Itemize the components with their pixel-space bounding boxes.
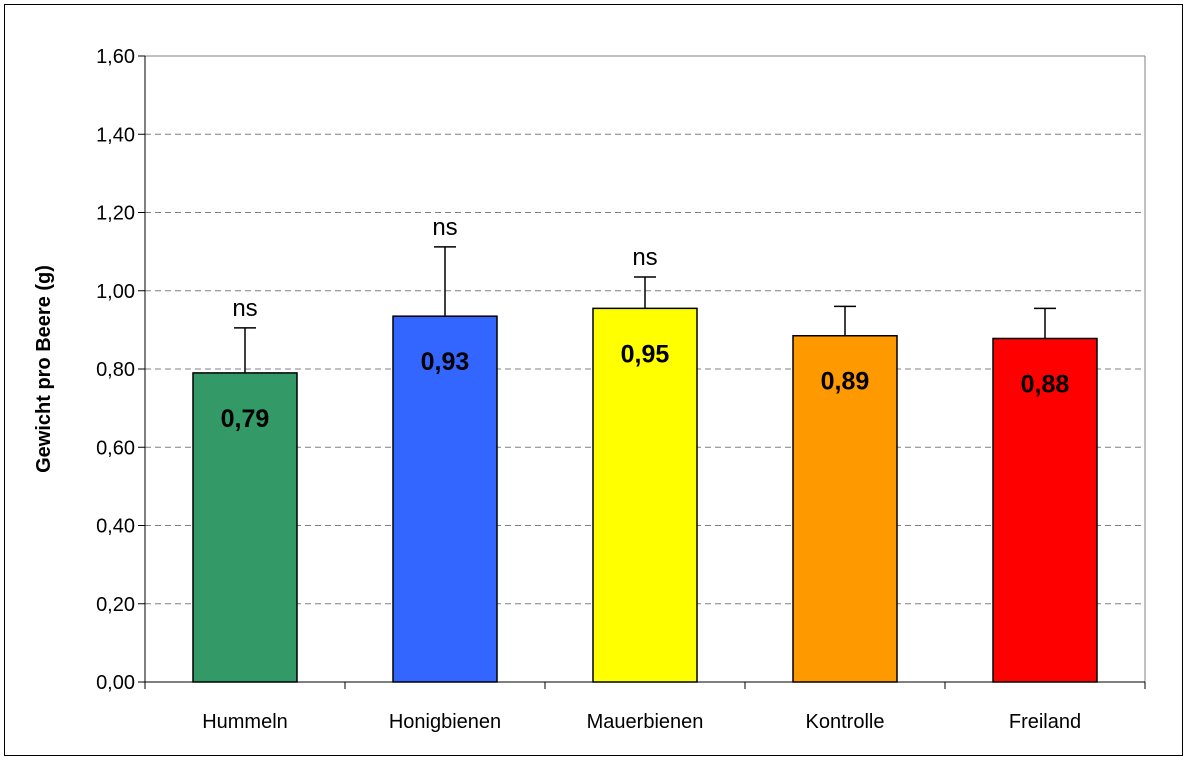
y-tick-label: 0,60	[96, 437, 135, 459]
bars	[192, 246, 1098, 683]
data-label: 0,89	[821, 368, 870, 396]
x-tick-label: Mauerbienen	[587, 711, 704, 733]
y-axis-title: Gewicht pro Beere (g)	[33, 265, 55, 473]
bar	[592, 307, 698, 683]
bar	[392, 315, 498, 683]
x-tick-label: Freiland	[1009, 711, 1081, 733]
significance-label: ns	[232, 295, 257, 322]
bar	[792, 334, 898, 683]
x-tick-label: Kontrolle	[806, 711, 885, 733]
y-tick-label: 1,20	[96, 203, 135, 225]
x-tick-label: Honigbienen	[389, 711, 501, 733]
y-tick-label: 1,40	[96, 124, 135, 146]
bar	[992, 337, 1098, 683]
data-label: 0,79	[221, 405, 270, 433]
y-tick-label: 0,20	[96, 594, 135, 616]
significance-label: ns	[632, 244, 657, 271]
y-tick-label: 1,00	[96, 281, 135, 303]
labels: 0,79 ns Hummeln 0,93 ns Honigbienen 0,95 ns Maue…	[202, 214, 1081, 733]
data-label: 0,93	[421, 348, 470, 376]
significance-label: ns	[432, 214, 457, 241]
y-tick-label: 1,60	[96, 46, 135, 68]
data-label: 0,95	[621, 340, 670, 368]
y-tick-label: 0,40	[96, 516, 135, 538]
y-tick-label: 0,80	[96, 359, 135, 381]
x-tick-label: Hummeln	[202, 711, 288, 733]
data-label: 0,88	[1021, 370, 1070, 398]
y-tick-label: 0,00	[96, 672, 135, 694]
